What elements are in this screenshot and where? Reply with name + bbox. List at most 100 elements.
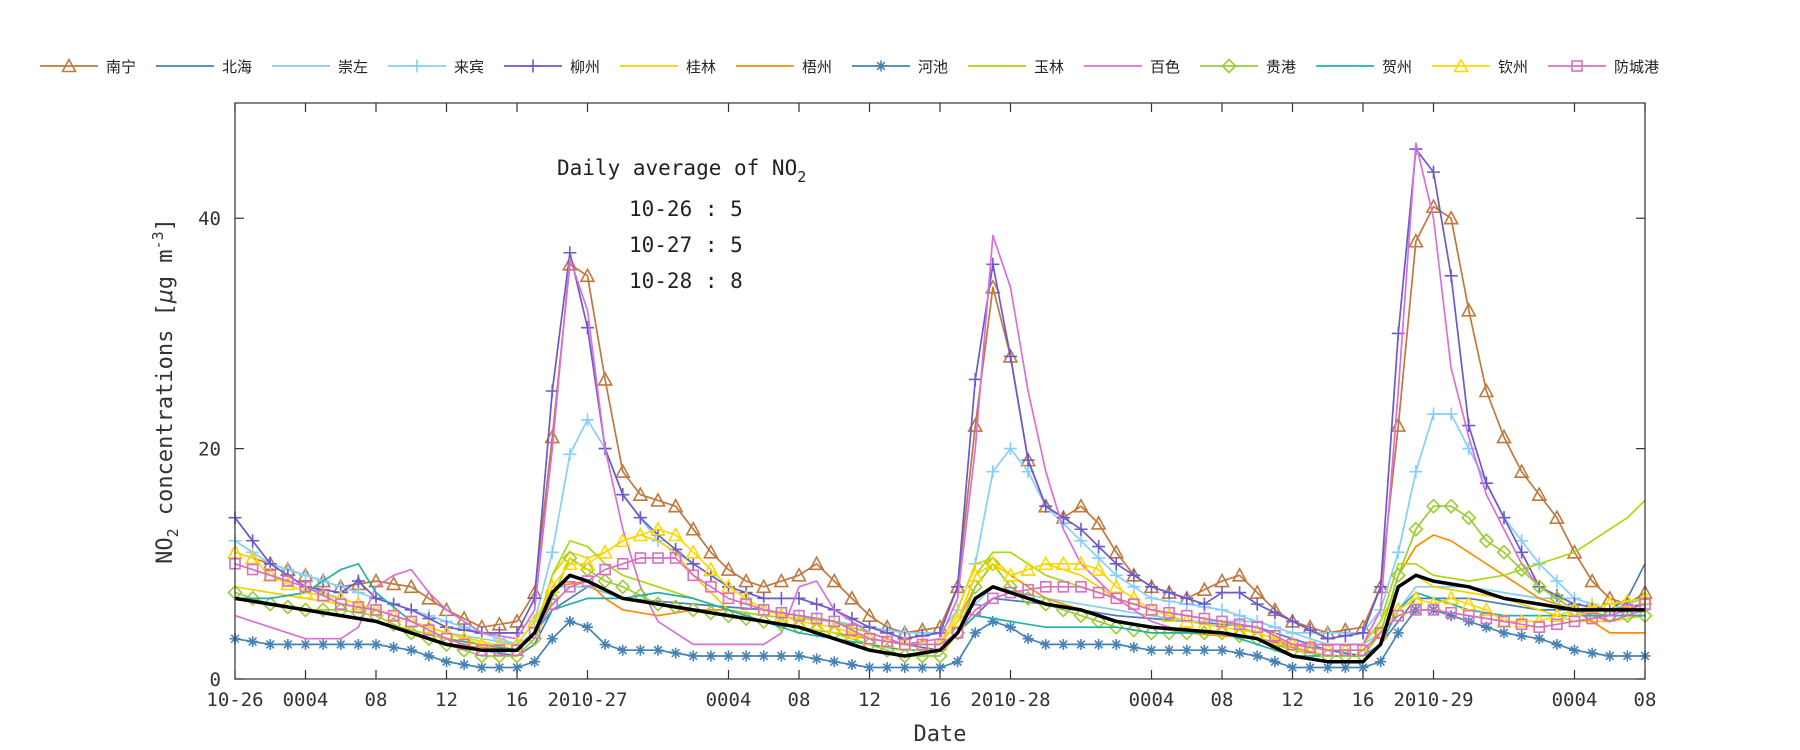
- series-13-marker: [423, 624, 435, 636]
- series-13-marker: [1216, 615, 1228, 628]
- x-tick-label: 0004: [283, 689, 329, 711]
- x-tick-label: 16: [929, 689, 952, 711]
- series-4-marker: [1497, 511, 1511, 525]
- series-0-marker: [650, 492, 666, 507]
- series-7-marker: [1533, 633, 1545, 645]
- y-axis-title: NO2 concentrations [μg m-3]: [149, 218, 182, 564]
- series-13-marker: [1180, 609, 1193, 622]
- series-7-marker: [352, 638, 364, 650]
- series-13-marker: [828, 615, 841, 628]
- series-7-marker: [864, 661, 875, 673]
- series-7-marker: [247, 636, 259, 648]
- series-7-marker: [934, 661, 946, 673]
- series-3-marker: [1215, 603, 1229, 617]
- series-0-marker: [421, 590, 437, 605]
- series-0-marker: [597, 371, 613, 386]
- series-0-marker: [1549, 509, 1565, 525]
- series-12-marker: [773, 607, 790, 622]
- series-7-marker: [1216, 644, 1228, 656]
- series-13: [229, 552, 1651, 657]
- series-4-marker: [1338, 629, 1352, 643]
- series-13-marker: [528, 627, 541, 639]
- x-tick-label: 2010-27: [547, 689, 627, 711]
- series-4-marker: [1250, 597, 1264, 611]
- series-7-marker: [899, 661, 911, 673]
- series-7-marker: [1093, 638, 1105, 650]
- series-0-marker: [720, 561, 737, 576]
- series-4-marker: [1515, 545, 1529, 559]
- series-4-marker: [422, 612, 436, 626]
- x-tick-label: 08: [1211, 689, 1234, 711]
- x-tick-label: 08: [788, 689, 811, 711]
- series-12-marker: [1020, 561, 1036, 576]
- legend-item-0: 南宁: [40, 57, 136, 76]
- series-7: [229, 604, 1651, 673]
- series-10-marker: [1443, 498, 1459, 514]
- series-4-marker: [1268, 606, 1282, 620]
- series-3-marker: [1074, 534, 1088, 548]
- series-12-marker: [562, 555, 578, 571]
- series-13-line: [234, 557, 1646, 652]
- series-10-line: [234, 505, 1645, 657]
- series-4-marker: [810, 597, 824, 611]
- legend-label: 崇左: [338, 58, 368, 76]
- x-axis-title: Date: [914, 722, 967, 747]
- series-4-marker: [1074, 522, 1088, 536]
- series-13-marker: [722, 592, 735, 605]
- legend-label: 梧州: [802, 58, 832, 76]
- series-7-marker: [1569, 644, 1580, 656]
- series-3-marker: [563, 447, 577, 461]
- series-10-marker: [1531, 579, 1547, 595]
- legend-marker: [1453, 57, 1469, 73]
- series-0-marker: [403, 578, 420, 594]
- series-7-marker: [723, 650, 734, 662]
- legend-item-8: 玉林: [968, 58, 1064, 76]
- series-7-marker: [1146, 644, 1157, 656]
- series-10-marker: [1513, 561, 1530, 578]
- legend-item-11: 贺州: [1316, 58, 1412, 76]
- legend-label: 北海: [222, 58, 252, 76]
- series-12-marker: [949, 613, 966, 628]
- series-13-marker: [1057, 581, 1070, 593]
- series-12-marker: [967, 567, 984, 582]
- series-13-marker: [775, 606, 788, 619]
- series-7-marker: [423, 650, 435, 662]
- legend-item-3: 来宾: [388, 58, 484, 76]
- series-13-marker: [1110, 592, 1123, 605]
- series-7-marker: [1269, 656, 1281, 668]
- series-7-marker: [511, 661, 523, 673]
- series-10-marker: [985, 556, 1001, 572]
- series-12-marker: [1161, 607, 1177, 622]
- annotation-line-2: 10-27 : 5: [629, 233, 743, 257]
- series-4-marker: [457, 623, 471, 637]
- y-tick-label: 0: [210, 669, 221, 691]
- series-4-marker: [545, 384, 559, 398]
- series-13-marker: [1039, 581, 1052, 593]
- series-12-marker: [421, 618, 437, 634]
- series-10-marker: [1108, 619, 1124, 635]
- series-7-marker: [811, 653, 823, 665]
- series-4-marker: [563, 246, 577, 260]
- series-0-marker: [614, 463, 631, 478]
- series-7-marker: [282, 638, 294, 650]
- series-13-marker: [1462, 609, 1475, 622]
- series-13-marker: [740, 598, 752, 610]
- series-7-marker: [1163, 644, 1175, 656]
- series-4-marker: [1127, 568, 1141, 582]
- series-10-marker: [1408, 521, 1424, 537]
- series-12-marker: [1073, 555, 1089, 571]
- legend-label: 钦州: [1498, 58, 1528, 76]
- series-10-marker: [1425, 498, 1442, 514]
- legend-label: 玉林: [1034, 58, 1064, 76]
- series-4-marker: [1303, 623, 1317, 637]
- annotation-line-3: 10-28 : 8: [629, 269, 743, 293]
- legend-marker: [875, 60, 887, 72]
- series-7-marker: [476, 661, 488, 673]
- series-10-marker: [1549, 590, 1565, 606]
- series-7-marker: [1551, 638, 1563, 650]
- legend-label: 桂林: [686, 58, 716, 76]
- series-7-marker: [1445, 610, 1457, 622]
- series-3-marker: [1427, 407, 1440, 421]
- series-13-marker: [458, 638, 470, 651]
- series-13-marker: [1339, 644, 1352, 657]
